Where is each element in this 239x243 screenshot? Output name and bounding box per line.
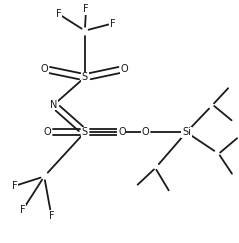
Text: F: F	[109, 18, 115, 28]
Text: F: F	[11, 181, 17, 191]
Text: O: O	[44, 127, 52, 137]
Text: F: F	[49, 211, 54, 221]
Text: S: S	[82, 127, 88, 137]
Text: F: F	[83, 4, 89, 14]
Text: F: F	[56, 9, 61, 19]
Text: S: S	[82, 72, 88, 82]
Text: O: O	[120, 64, 128, 74]
Text: N: N	[50, 100, 57, 110]
Text: O: O	[40, 64, 48, 74]
Text: Si: Si	[182, 127, 191, 137]
Text: O: O	[142, 127, 150, 137]
Text: F: F	[20, 205, 26, 215]
Text: O: O	[118, 127, 126, 137]
